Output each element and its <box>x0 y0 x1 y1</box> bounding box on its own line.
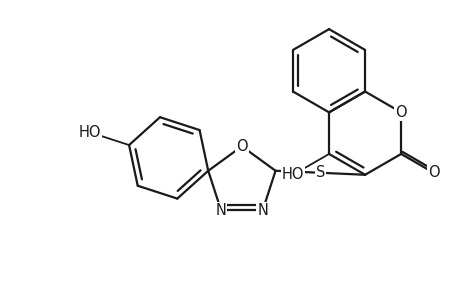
Text: O: O <box>235 139 247 154</box>
Text: HO: HO <box>78 125 101 140</box>
Text: O: O <box>427 165 439 180</box>
Text: S: S <box>315 165 325 180</box>
Text: N: N <box>215 203 226 218</box>
Text: HO: HO <box>281 167 303 182</box>
Text: N: N <box>257 203 268 218</box>
Text: O: O <box>394 105 406 120</box>
